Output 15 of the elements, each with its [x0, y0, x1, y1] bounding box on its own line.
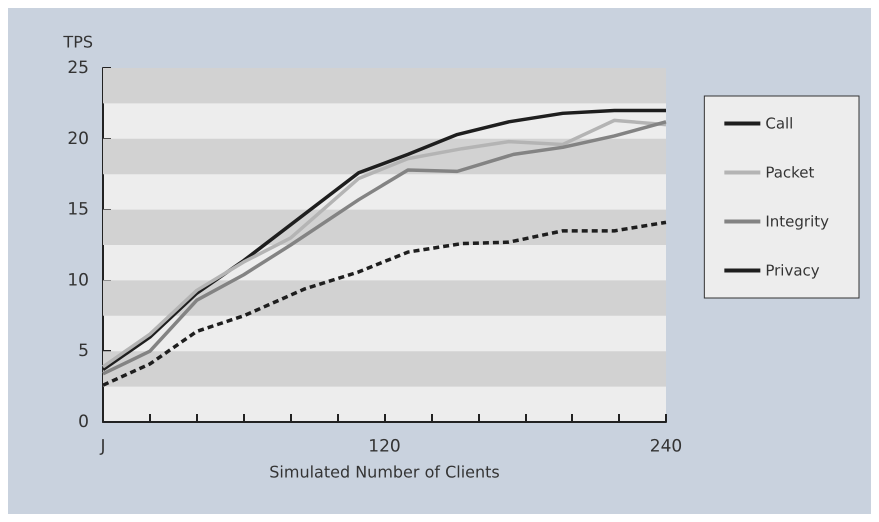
- y-tick-label: 10: [67, 270, 89, 290]
- legend-label: Packet: [765, 164, 815, 182]
- legend-label: Privacy: [765, 262, 820, 280]
- y-tick-label: 20: [67, 128, 89, 149]
- legend-label: Integrity: [765, 212, 830, 230]
- y-tick-label: 0: [78, 412, 89, 432]
- x-tick-label: J: [99, 436, 106, 456]
- y-tick-label: 15: [67, 200, 89, 220]
- x-axis-title: Simulated Number of Clients: [269, 462, 500, 482]
- x-tick-label: 240: [650, 436, 682, 456]
- y-axis-title: TPS: [62, 32, 93, 52]
- y-tick-label: 5: [78, 341, 89, 362]
- legend-label: Call: [765, 114, 794, 132]
- x-tick-label: 120: [368, 436, 401, 456]
- y-tick-label: 25: [67, 58, 89, 78]
